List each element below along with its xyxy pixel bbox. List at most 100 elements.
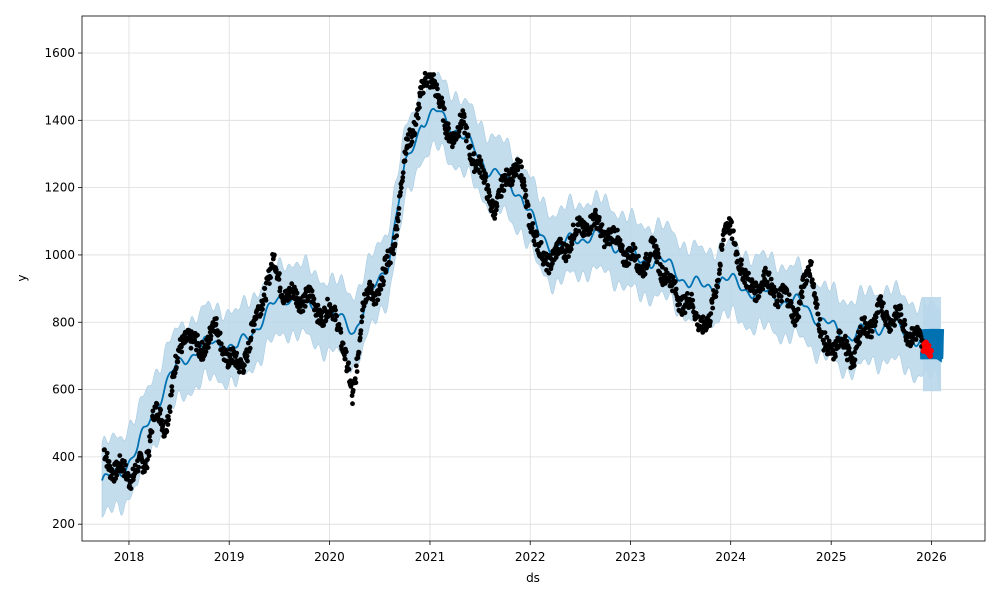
observed-point bbox=[369, 283, 375, 288]
observed-point bbox=[498, 194, 504, 199]
observed-point bbox=[458, 125, 464, 131]
observed-point bbox=[217, 330, 223, 336]
observed-point bbox=[159, 418, 165, 423]
observed-point bbox=[796, 314, 802, 320]
observed-point bbox=[510, 178, 516, 184]
observed-point bbox=[358, 328, 364, 333]
observed-point bbox=[756, 294, 762, 299]
observed-point bbox=[214, 316, 219, 321]
observed-point bbox=[878, 294, 884, 299]
observed-point bbox=[149, 429, 155, 435]
observed-point bbox=[346, 366, 352, 372]
y-tick-label: 600 bbox=[52, 383, 75, 397]
y-tick-label: 1200 bbox=[44, 181, 75, 195]
observed-point bbox=[461, 114, 467, 120]
y-axis-ticks: 200 400 600 800 1000 1200 1400 1600 bbox=[44, 46, 82, 531]
observed-point bbox=[761, 273, 766, 278]
observed-point bbox=[294, 290, 300, 296]
observed-point bbox=[450, 144, 455, 150]
observed-point bbox=[763, 265, 768, 271]
observed-point bbox=[336, 321, 342, 327]
observed-point bbox=[862, 315, 867, 320]
observed-point bbox=[798, 300, 803, 306]
observed-point bbox=[660, 264, 665, 270]
observed-point bbox=[367, 279, 373, 285]
observed-point bbox=[771, 293, 777, 299]
observed-point bbox=[576, 228, 582, 234]
recent-point bbox=[927, 352, 934, 359]
observed-point bbox=[420, 90, 426, 96]
observed-point bbox=[869, 329, 875, 334]
x-tick-label: 2025 bbox=[816, 550, 847, 564]
observed-point bbox=[378, 286, 384, 292]
observed-point bbox=[534, 232, 540, 238]
observed-point bbox=[717, 267, 722, 273]
y-tick-label: 1600 bbox=[44, 46, 75, 60]
observed-point bbox=[873, 319, 879, 325]
observed-point bbox=[786, 292, 792, 297]
observed-point bbox=[160, 422, 166, 428]
y-tick-label: 1000 bbox=[44, 248, 75, 262]
observed-point bbox=[784, 288, 790, 294]
observed-point bbox=[851, 363, 857, 369]
observed-point bbox=[179, 349, 185, 355]
observed-point bbox=[261, 292, 267, 298]
observed-point bbox=[252, 322, 257, 327]
observed-point bbox=[394, 226, 400, 232]
observed-point bbox=[102, 447, 107, 453]
observed-point bbox=[165, 422, 171, 427]
observed-point bbox=[376, 291, 382, 297]
observed-point bbox=[234, 350, 240, 356]
trend-line bbox=[101, 108, 924, 481]
observed-point bbox=[795, 306, 801, 312]
observed-point bbox=[779, 298, 784, 304]
observed-point bbox=[858, 324, 863, 330]
observed-point bbox=[343, 349, 349, 355]
observed-point bbox=[734, 251, 740, 257]
observed-point bbox=[405, 137, 411, 142]
observed-point bbox=[146, 449, 152, 454]
observed-point bbox=[792, 322, 798, 328]
observed-point bbox=[439, 95, 445, 101]
observed-point bbox=[569, 241, 575, 247]
observed-point bbox=[164, 429, 170, 434]
observed-point bbox=[370, 297, 376, 303]
observed-point bbox=[434, 82, 440, 87]
observed-point bbox=[218, 341, 224, 347]
observed-point bbox=[550, 261, 555, 266]
observed-point bbox=[150, 408, 156, 414]
observed-point bbox=[620, 243, 625, 249]
observed-point bbox=[630, 241, 636, 247]
observed-point bbox=[136, 464, 142, 470]
observed-point bbox=[276, 277, 282, 282]
observed-point bbox=[807, 273, 813, 279]
observed-point bbox=[431, 72, 436, 77]
observed-point bbox=[753, 280, 759, 286]
observed-point bbox=[435, 86, 440, 92]
observed-point bbox=[713, 294, 719, 299]
observed-point bbox=[248, 335, 254, 341]
observed-point bbox=[760, 286, 766, 292]
observed-point bbox=[518, 158, 523, 164]
observed-point bbox=[902, 322, 908, 327]
observed-point bbox=[353, 363, 359, 369]
observed-point bbox=[300, 308, 306, 314]
observed-point bbox=[502, 174, 508, 180]
observed-point bbox=[778, 294, 784, 299]
observed-point bbox=[154, 401, 160, 407]
observed-point bbox=[738, 262, 744, 267]
observed-point bbox=[260, 302, 266, 307]
observed-point bbox=[690, 297, 696, 303]
y-tick-label: 400 bbox=[52, 450, 75, 464]
observed-point bbox=[833, 354, 838, 359]
observed-point bbox=[835, 335, 841, 341]
x-tick-label: 2018 bbox=[114, 550, 145, 564]
observed-point bbox=[445, 121, 451, 127]
observed-point bbox=[225, 358, 230, 364]
observed-point bbox=[566, 254, 571, 259]
observed-point bbox=[492, 216, 498, 221]
observed-point bbox=[147, 438, 153, 444]
observed-point bbox=[468, 143, 473, 149]
observed-point bbox=[673, 279, 678, 284]
observed-point bbox=[400, 170, 406, 176]
